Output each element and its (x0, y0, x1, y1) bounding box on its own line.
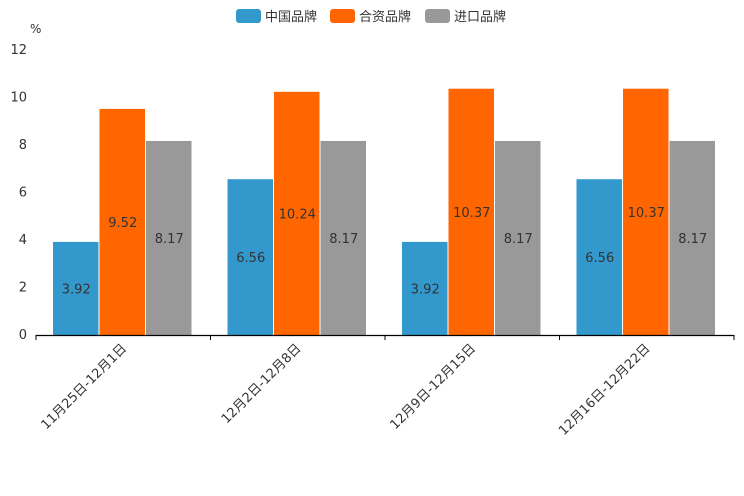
bar-series: 3.92 9.52 8.17 6.56 10.24 8.17 3.92 10.37 8.17 6.… (53, 88, 715, 336)
bar-data-label: 6.56 (585, 251, 614, 266)
x-tick-label: 12月2日-12月8日 (219, 341, 305, 427)
x-axis: 11月25日-12月1日 12月2日-12月8日 12月9日-12月15日 12月16… (35, 334, 735, 439)
bar-data-label: 3.92 (62, 282, 91, 297)
y-axis-unit-label: % (30, 22, 41, 36)
bar-data-label: 8.17 (329, 232, 358, 247)
legend: 中国品牌 合资品牌 进口品牌 (236, 9, 506, 25)
legend-swatch (236, 9, 261, 23)
bar-0-1 (227, 179, 273, 335)
bar-data-label: 8.17 (504, 232, 533, 247)
x-tick-label: 12月16日-12月22日 (556, 341, 653, 438)
x-tick-label: 12月9日-12月15日 (387, 341, 479, 433)
bar-0-3 (576, 179, 622, 335)
bar-1-0 (99, 108, 145, 336)
x-tick-label: 11月25日-12月1日 (38, 341, 130, 433)
bar-2-0 (146, 140, 192, 335)
y-tick-label: 8 (19, 138, 27, 153)
legend-label: 进口品牌 (454, 9, 506, 25)
legend-swatch (330, 9, 355, 23)
legend-label: 合资品牌 (359, 9, 411, 25)
bar-data-label: 6.56 (236, 251, 265, 266)
bar-data-label: 10.37 (453, 206, 490, 221)
bar-1-3 (623, 88, 669, 336)
bar-data-label: 10.37 (628, 206, 665, 221)
bar-1-2 (448, 88, 494, 336)
legend-swatch (425, 9, 450, 23)
bar-2-1 (320, 140, 366, 335)
y-tick-label: 6 (19, 186, 27, 201)
bar-2-3 (669, 140, 715, 335)
bar-0-0 (53, 241, 99, 335)
y-tick-label: 4 (19, 233, 27, 248)
bar-data-label: 8.17 (678, 232, 707, 247)
bar-data-label: 8.17 (155, 232, 184, 247)
bar-data-label: 3.92 (411, 282, 440, 297)
y-axis: 0 2 4 6 8 10 12 (10, 43, 27, 343)
y-tick-label: 12 (10, 43, 27, 58)
y-tick-label: 0 (19, 328, 27, 343)
bar-data-label: 10.24 (279, 207, 316, 222)
y-tick-label: 2 (19, 281, 27, 296)
bar-2-2 (495, 140, 541, 335)
bar-data-label: 9.52 (108, 216, 137, 231)
legend-label: 中国品牌 (265, 9, 317, 25)
bar-0-2 (402, 241, 448, 335)
y-tick-label: 10 (10, 91, 27, 106)
bar-1-1 (274, 91, 320, 335)
